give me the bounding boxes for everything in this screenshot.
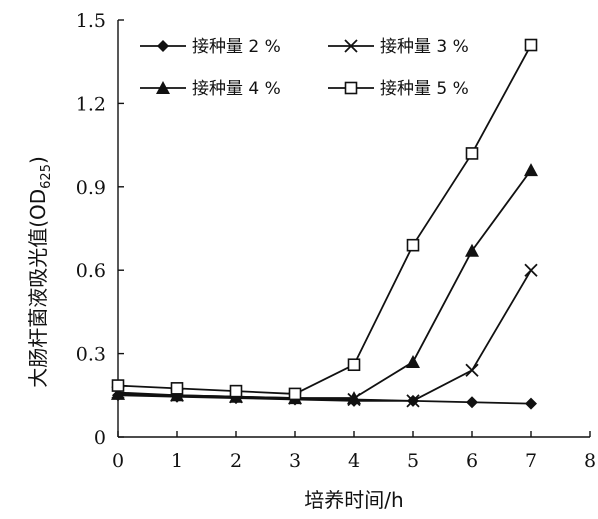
data-point-marker [465,147,479,160]
series-line [117,269,532,402]
legend-marker [344,81,358,95]
y-tick-label: 1.2 [76,93,106,115]
x-tick-label: 3 [289,450,301,472]
data-point-marker [347,358,361,372]
data-point-marker [406,394,420,408]
legend-label: 接种量 4 % [192,79,281,99]
data-point-marker [525,397,537,410]
legend-item: 接种量 2 % [140,37,281,57]
x-tick-label: 6 [466,450,478,472]
y-tick-label: 0.6 [76,260,106,282]
x-tick-label: 7 [525,450,537,472]
y-axis-ticks: 0 0.3 0.6 0.9 1.2 1.5 [76,10,124,449]
legend-label: 接种量 3 % [380,37,469,57]
x-axis-ticks: 0 1 2 3 4 5 6 7 8 [112,431,596,472]
data-point-marker [170,388,184,402]
data-point-marker [170,382,184,395]
data-point-marker [229,384,243,398]
x-tick-label: 0 [112,450,124,472]
legend-marker [344,39,358,53]
x-tick-label: 1 [171,450,183,472]
data-point-marker [465,363,479,377]
y-axis-title-subscript: 625 [39,164,54,189]
data-point-marker [288,387,302,401]
legend-label: 接种量 2 % [192,37,281,57]
data-point-marker [524,38,538,52]
y-axis-title: 大肠杆菌液吸光值(OD625) [26,156,54,388]
y-tick-label: 0 [94,427,106,449]
data-point-marker [524,163,538,177]
legend-marker [157,40,169,52]
y-axis-title-close: ) [26,156,50,164]
legend-marker [156,81,170,94]
x-axis-title: 培养时间/h [304,488,403,512]
series-3 [111,163,538,405]
series-line [117,169,532,399]
series-line [117,394,532,405]
x-tick-label: 4 [348,450,360,472]
legend: 接种量 2 % 接种量 3 % 接种量 4 % 接种量 5 % [140,37,469,99]
data-point-marker [111,379,125,392]
y-tick-label: 0.9 [76,177,106,199]
x-tick-label: 2 [230,450,242,472]
series-4 [111,38,538,401]
legend-item: 接种量 4 % [140,79,281,99]
data-point-marker [466,396,478,409]
y-axis-title-main: 大肠杆菌液吸光值(OD [26,189,50,388]
legend-label: 接种量 5 % [380,79,469,99]
legend-item: 接种量 3 % [328,37,469,57]
data-point-marker [111,386,125,400]
data-point-marker [524,263,538,277]
data-point-marker [406,238,420,252]
x-tick-label: 8 [584,450,596,472]
y-tick-label: 0.3 [76,344,106,366]
data-point-marker [406,354,420,368]
series-line [117,44,532,395]
data-point-marker [465,243,479,257]
legend-item: 接种量 5 % [328,79,469,99]
series-layer [111,38,538,410]
data-point-marker [347,391,361,405]
y-tick-label: 1.5 [76,10,106,32]
x-tick-label: 5 [407,450,419,472]
